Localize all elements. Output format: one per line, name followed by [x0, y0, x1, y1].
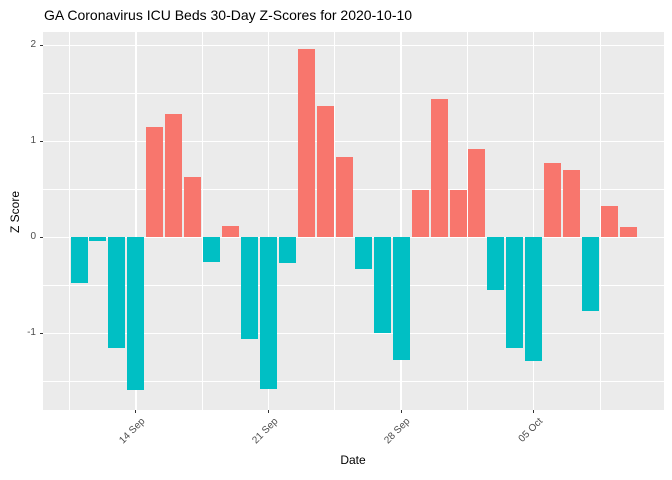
x-axis-tick-label: 21 Sep	[250, 416, 281, 447]
x-axis-tick-label: 14 Sep	[117, 416, 148, 447]
gridline-horizontal-minor	[43, 188, 664, 190]
zscore-bar	[297, 49, 315, 238]
plot-panel	[43, 32, 664, 410]
y-axis-tick-label: -1	[27, 327, 36, 339]
zscore-bar	[70, 237, 88, 284]
x-axis-tick-mark	[533, 410, 535, 413]
zscore-bar	[89, 237, 107, 242]
zscore-bar	[544, 163, 562, 238]
y-axis-tick-label: 2	[30, 39, 36, 51]
zscore-bar	[127, 237, 145, 390]
gridline-horizontal-minor	[43, 284, 664, 286]
x-axis-tick-mark	[400, 410, 402, 413]
zscore-bar	[165, 113, 183, 238]
gridline-vertical-minor	[467, 32, 468, 410]
zscore-bar	[487, 237, 505, 291]
zscore-bar	[620, 226, 638, 238]
zscore-bar	[430, 99, 448, 238]
zscore-bar	[392, 237, 410, 361]
zscore-bar	[601, 205, 619, 238]
zscore-bar	[241, 237, 259, 339]
y-axis-tick-mark	[40, 237, 43, 239]
gridline-vertical-major	[400, 32, 402, 410]
gridline-horizontal-major	[43, 140, 664, 143]
zscore-bar	[108, 237, 126, 348]
x-axis-tick-label: 28 Sep	[382, 416, 413, 447]
gridline-horizontal-major	[43, 332, 664, 334]
zscore-bar	[411, 190, 429, 238]
zscore-bar	[563, 170, 581, 238]
zscore-bar	[146, 126, 164, 238]
zscore-bar	[525, 237, 543, 362]
y-axis-title: Z Score	[8, 190, 22, 234]
gridline-vertical-major	[135, 32, 137, 410]
gridline-horizontal-major	[43, 236, 664, 238]
zscore-bar	[316, 105, 334, 238]
gridline-vertical-minor	[201, 32, 203, 410]
gridline-horizontal-major	[43, 44, 664, 47]
zscore-bar	[278, 237, 296, 264]
zscore-bar	[373, 237, 391, 334]
x-axis-tick-mark	[268, 410, 269, 413]
zscore-bar	[354, 237, 372, 269]
zscore-bar	[506, 237, 524, 348]
zscore-bar	[449, 190, 467, 238]
y-axis-tick-label: 0	[30, 231, 36, 243]
gridline-vertical-major	[267, 32, 270, 410]
zscore-bar	[582, 237, 600, 312]
y-axis-tick-mark	[40, 45, 43, 47]
zscore-bar	[203, 237, 221, 263]
x-axis-tick-mark	[135, 410, 137, 413]
gridline-horizontal-minor	[43, 93, 664, 94]
x-axis-title: Date	[340, 453, 366, 467]
zscore-bar	[222, 225, 240, 238]
gridline-vertical-major	[533, 32, 535, 410]
gridline-vertical-minor	[334, 32, 336, 410]
zscore-bar	[184, 176, 202, 238]
gridline-vertical-minor	[599, 32, 601, 410]
gridline-vertical-minor	[69, 32, 70, 410]
y-axis-tick-label: 1	[30, 135, 36, 147]
x-axis-tick-label: 05 Oct	[516, 416, 546, 445]
chart-title: GA Coronavirus ICU Beds 30-Day Z-Scores …	[44, 7, 413, 23]
y-axis-tick-mark	[40, 141, 43, 143]
gridline-horizontal-minor	[43, 380, 664, 382]
zscore-bar	[468, 149, 486, 238]
zscore-bar	[335, 156, 353, 238]
zscore-bar	[260, 237, 277, 389]
y-axis-tick-mark	[40, 333, 43, 335]
